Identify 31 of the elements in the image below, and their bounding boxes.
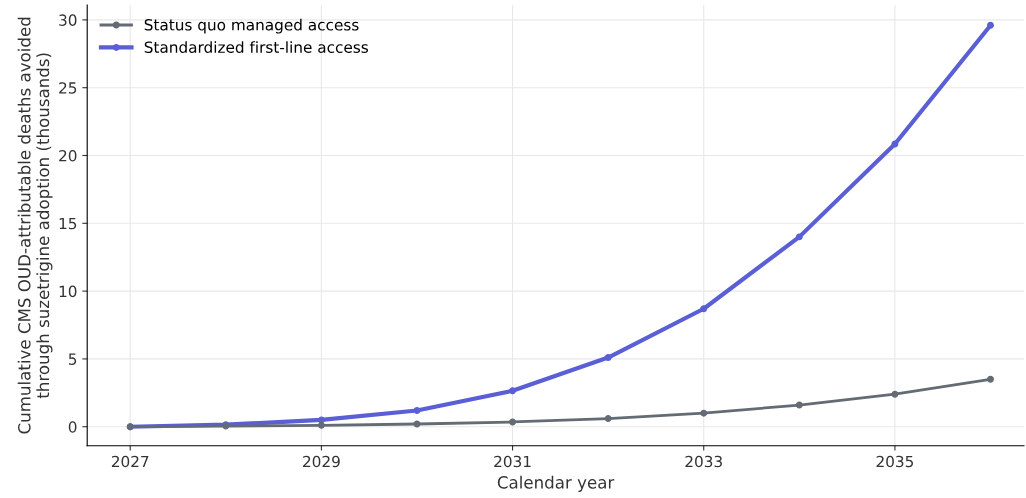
point: [700, 409, 708, 417]
y-tick-label: 20: [59, 149, 77, 162]
x-tick-label: 2027: [111, 455, 149, 468]
y-tick-label: 10: [59, 285, 77, 298]
point: [795, 233, 803, 241]
point: [987, 375, 994, 383]
y-tick-label: 5: [68, 353, 77, 365]
x-tick-label: 2029: [303, 455, 340, 468]
point: [413, 406, 421, 414]
x-tick-label: 2031: [494, 455, 531, 468]
y-tick-label: 0: [68, 421, 77, 433]
y-tick-label: 30: [59, 14, 77, 26]
point: [317, 421, 325, 429]
point: [891, 390, 899, 398]
point: [604, 415, 612, 423]
point: [700, 305, 708, 313]
point: [317, 416, 325, 424]
point: [891, 140, 899, 148]
x-tick-label: 2033: [685, 455, 722, 468]
point: [795, 401, 803, 409]
x-tick-label: 2035: [876, 455, 914, 468]
y-tick-label: 25: [59, 82, 77, 94]
point: [987, 21, 994, 29]
legend-label: Status quo managed access: [144, 18, 359, 34]
y-axis-title: Cumulative CMS OUD-attributable deaths avoided through suzetrigine adoption (thousands): [17, 17, 53, 434]
point: [509, 418, 517, 426]
x-axis-title: Calendar year: [497, 475, 615, 492]
y-tick-label: 15: [59, 217, 77, 230]
legend-label: Standardized first-line access: [144, 41, 368, 53]
point: [509, 387, 517, 395]
point: [604, 354, 612, 362]
